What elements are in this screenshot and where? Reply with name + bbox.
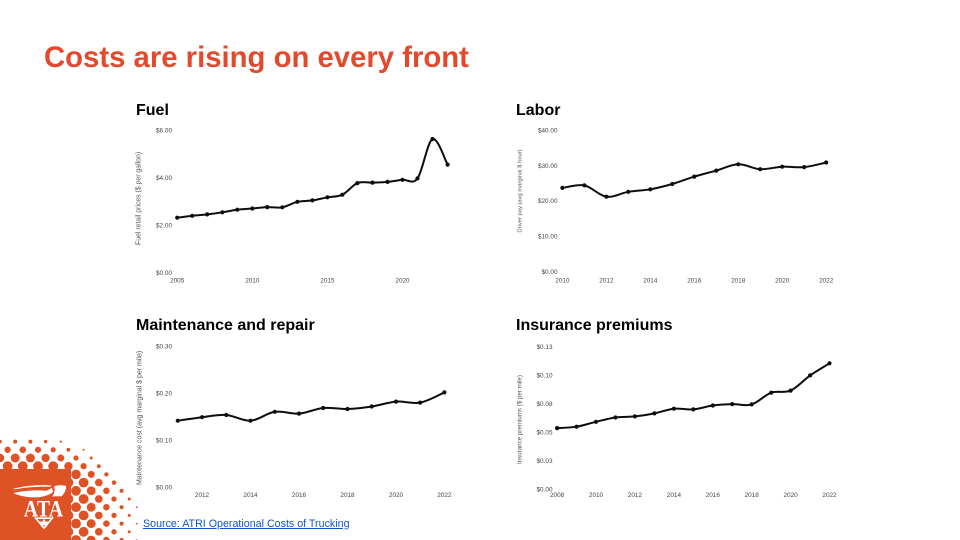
svg-text:Fuel retail prices ($ per gall: Fuel retail prices ($ per gallon) <box>136 152 143 245</box>
svg-text:2020: 2020 <box>783 492 798 499</box>
svg-text:Insurance premiums ($ per mile: Insurance premiums ($ per mile) <box>517 375 524 464</box>
svg-text:2020: 2020 <box>395 278 410 285</box>
svg-text:2010: 2010 <box>555 278 570 285</box>
svg-text:2020: 2020 <box>775 278 790 285</box>
svg-text:2014: 2014 <box>643 278 658 285</box>
svg-text:$40.00: $40.00 <box>538 128 558 135</box>
svg-text:$30.00: $30.00 <box>538 163 558 170</box>
svg-text:$2.00: $2.00 <box>156 223 172 230</box>
svg-text:2010: 2010 <box>589 492 604 499</box>
svg-text:$0.20: $0.20 <box>156 391 172 398</box>
svg-text:$0.00: $0.00 <box>156 270 172 277</box>
svg-text:2015: 2015 <box>320 278 335 285</box>
svg-text:Driver pay (avg marginal $ hou: Driver pay (avg marginal $ hour) <box>518 149 524 232</box>
svg-text:$0.08: $0.08 <box>537 401 553 408</box>
svg-text:2012: 2012 <box>628 492 643 499</box>
svg-text:2022: 2022 <box>437 492 452 499</box>
svg-text:Maintenance cost (avg marginal: Maintenance cost (avg marginal $ per mil… <box>137 351 144 485</box>
svg-text:$0.00: $0.00 <box>537 487 553 494</box>
svg-text:2016: 2016 <box>292 492 307 499</box>
svg-text:2014: 2014 <box>667 492 682 499</box>
svg-text:$0.00: $0.00 <box>542 269 558 276</box>
svg-text:$0.30: $0.30 <box>156 344 172 351</box>
svg-text:2020: 2020 <box>389 492 404 499</box>
svg-text:2014: 2014 <box>243 492 258 499</box>
svg-text:2010: 2010 <box>245 278 260 285</box>
svg-text:2018: 2018 <box>745 492 760 499</box>
svg-text:2018: 2018 <box>731 278 746 285</box>
svg-text:$0.10: $0.10 <box>537 372 553 379</box>
svg-text:2016: 2016 <box>706 492 721 499</box>
svg-text:$0.05: $0.05 <box>537 429 553 436</box>
svg-text:$0.00: $0.00 <box>156 485 172 492</box>
svg-text:$6.00: $6.00 <box>156 128 172 135</box>
svg-text:$20.00: $20.00 <box>538 198 558 205</box>
svg-text:2005: 2005 <box>170 278 185 285</box>
svg-text:2016: 2016 <box>687 278 702 285</box>
svg-text:2022: 2022 <box>819 278 834 285</box>
svg-text:$4.00: $4.00 <box>156 175 172 182</box>
svg-text:2012: 2012 <box>195 492 210 499</box>
svg-text:2012: 2012 <box>599 278 614 285</box>
svg-text:$0.13: $0.13 <box>537 344 553 351</box>
svg-text:$10.00: $10.00 <box>538 234 558 241</box>
svg-text:2008: 2008 <box>550 492 565 499</box>
svg-text:2022: 2022 <box>822 492 837 499</box>
svg-text:2018: 2018 <box>340 492 355 499</box>
svg-text:$0.10: $0.10 <box>156 438 172 445</box>
svg-text:$0.03: $0.03 <box>537 458 553 465</box>
